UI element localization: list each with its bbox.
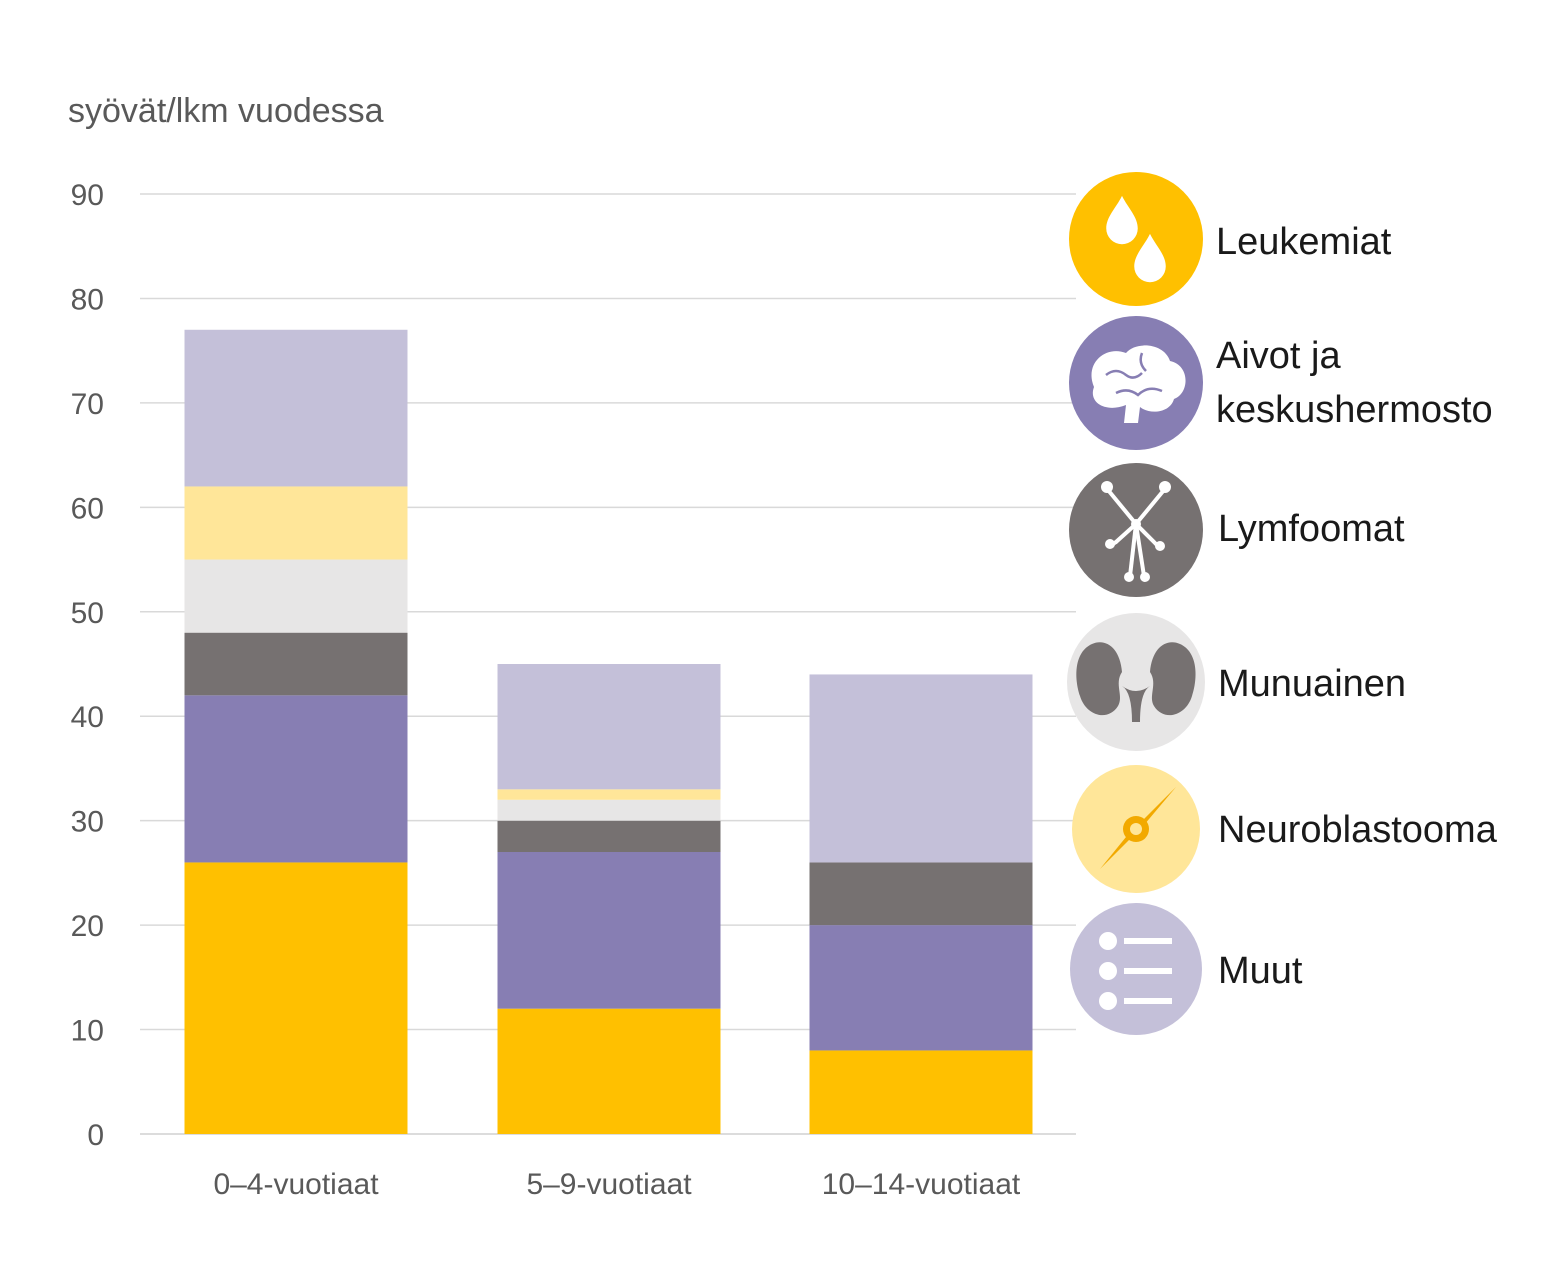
legend-item: Aivot ja keskushermosto (1069, 316, 1493, 450)
bar-segment (497, 852, 721, 1009)
bar-segment (497, 820, 721, 852)
brain-icon (1069, 316, 1203, 450)
legend-item: Leukemiat (1069, 172, 1392, 306)
y-tick-label: 60 (71, 492, 104, 525)
bars (184, 329, 1033, 1134)
legend-label: Aivot ja (1216, 335, 1341, 377)
bar-segment (184, 695, 408, 863)
y-tick-label: 10 (71, 1015, 104, 1048)
legend-label: Neuroblastooma (1218, 809, 1498, 851)
legend-label: Lymfoomat (1218, 508, 1405, 550)
bar-stack (497, 664, 721, 1134)
kidney-icon (1067, 613, 1205, 751)
y-axis-title: syövät/lkm vuodessa (68, 92, 384, 130)
legend-label: keskushermosto (1216, 389, 1493, 431)
y-tick-label: 0 (87, 1119, 104, 1152)
bar-segment (497, 799, 721, 821)
list-icon (1070, 903, 1202, 1035)
y-tick-label: 20 (71, 910, 104, 943)
lymph-node-icon (1069, 463, 1203, 597)
y-tick-label: 50 (71, 597, 104, 630)
bar-segment (497, 1008, 721, 1134)
legend-label: Munuainen (1218, 663, 1406, 705)
legend: Leukemiat Aivot ja keskushermosto Lymfoomat… (1067, 172, 1498, 1035)
y-axis-ticks: 0 10 20 30 40 50 60 70 80 90 (71, 179, 104, 1152)
bar-segment (809, 674, 1033, 863)
bar-segment (809, 925, 1033, 1051)
legend-label: Leukemiat (1216, 221, 1392, 263)
bar-segment (497, 664, 721, 790)
bar-segment (184, 486, 408, 560)
legend-item: Lymfoomat (1069, 463, 1405, 597)
legend-item: Muut (1070, 903, 1303, 1035)
bar-segment (497, 789, 721, 800)
bar-segment (184, 632, 408, 696)
x-tick-label: 0–4-vuotiaat (213, 1168, 379, 1201)
droplets-icon (1069, 172, 1203, 306)
legend-item: Neuroblastooma (1072, 765, 1498, 893)
x-axis-ticks: 0–4-vuotiaat 5–9-vuotiaat 10–14-vuotiaat (213, 1168, 1020, 1201)
bar-stack (809, 674, 1033, 1134)
y-tick-label: 90 (71, 179, 104, 212)
x-tick-label: 5–9-vuotiaat (526, 1168, 692, 1201)
bar-segment (184, 862, 408, 1134)
y-tick-label: 40 (71, 701, 104, 734)
bar-segment (184, 559, 408, 633)
bar-stack (184, 329, 408, 1134)
bar-segment (184, 329, 408, 487)
neuron-icon (1072, 765, 1200, 893)
bar-segment (809, 862, 1033, 926)
y-tick-label: 80 (71, 283, 104, 316)
y-tick-label: 70 (71, 388, 104, 421)
bar-segment (809, 1050, 1033, 1134)
legend-item: Munuainen (1067, 613, 1406, 751)
legend-label: Muut (1218, 950, 1303, 992)
x-tick-label: 10–14-vuotiaat (822, 1168, 1021, 1201)
y-tick-label: 30 (71, 806, 104, 839)
